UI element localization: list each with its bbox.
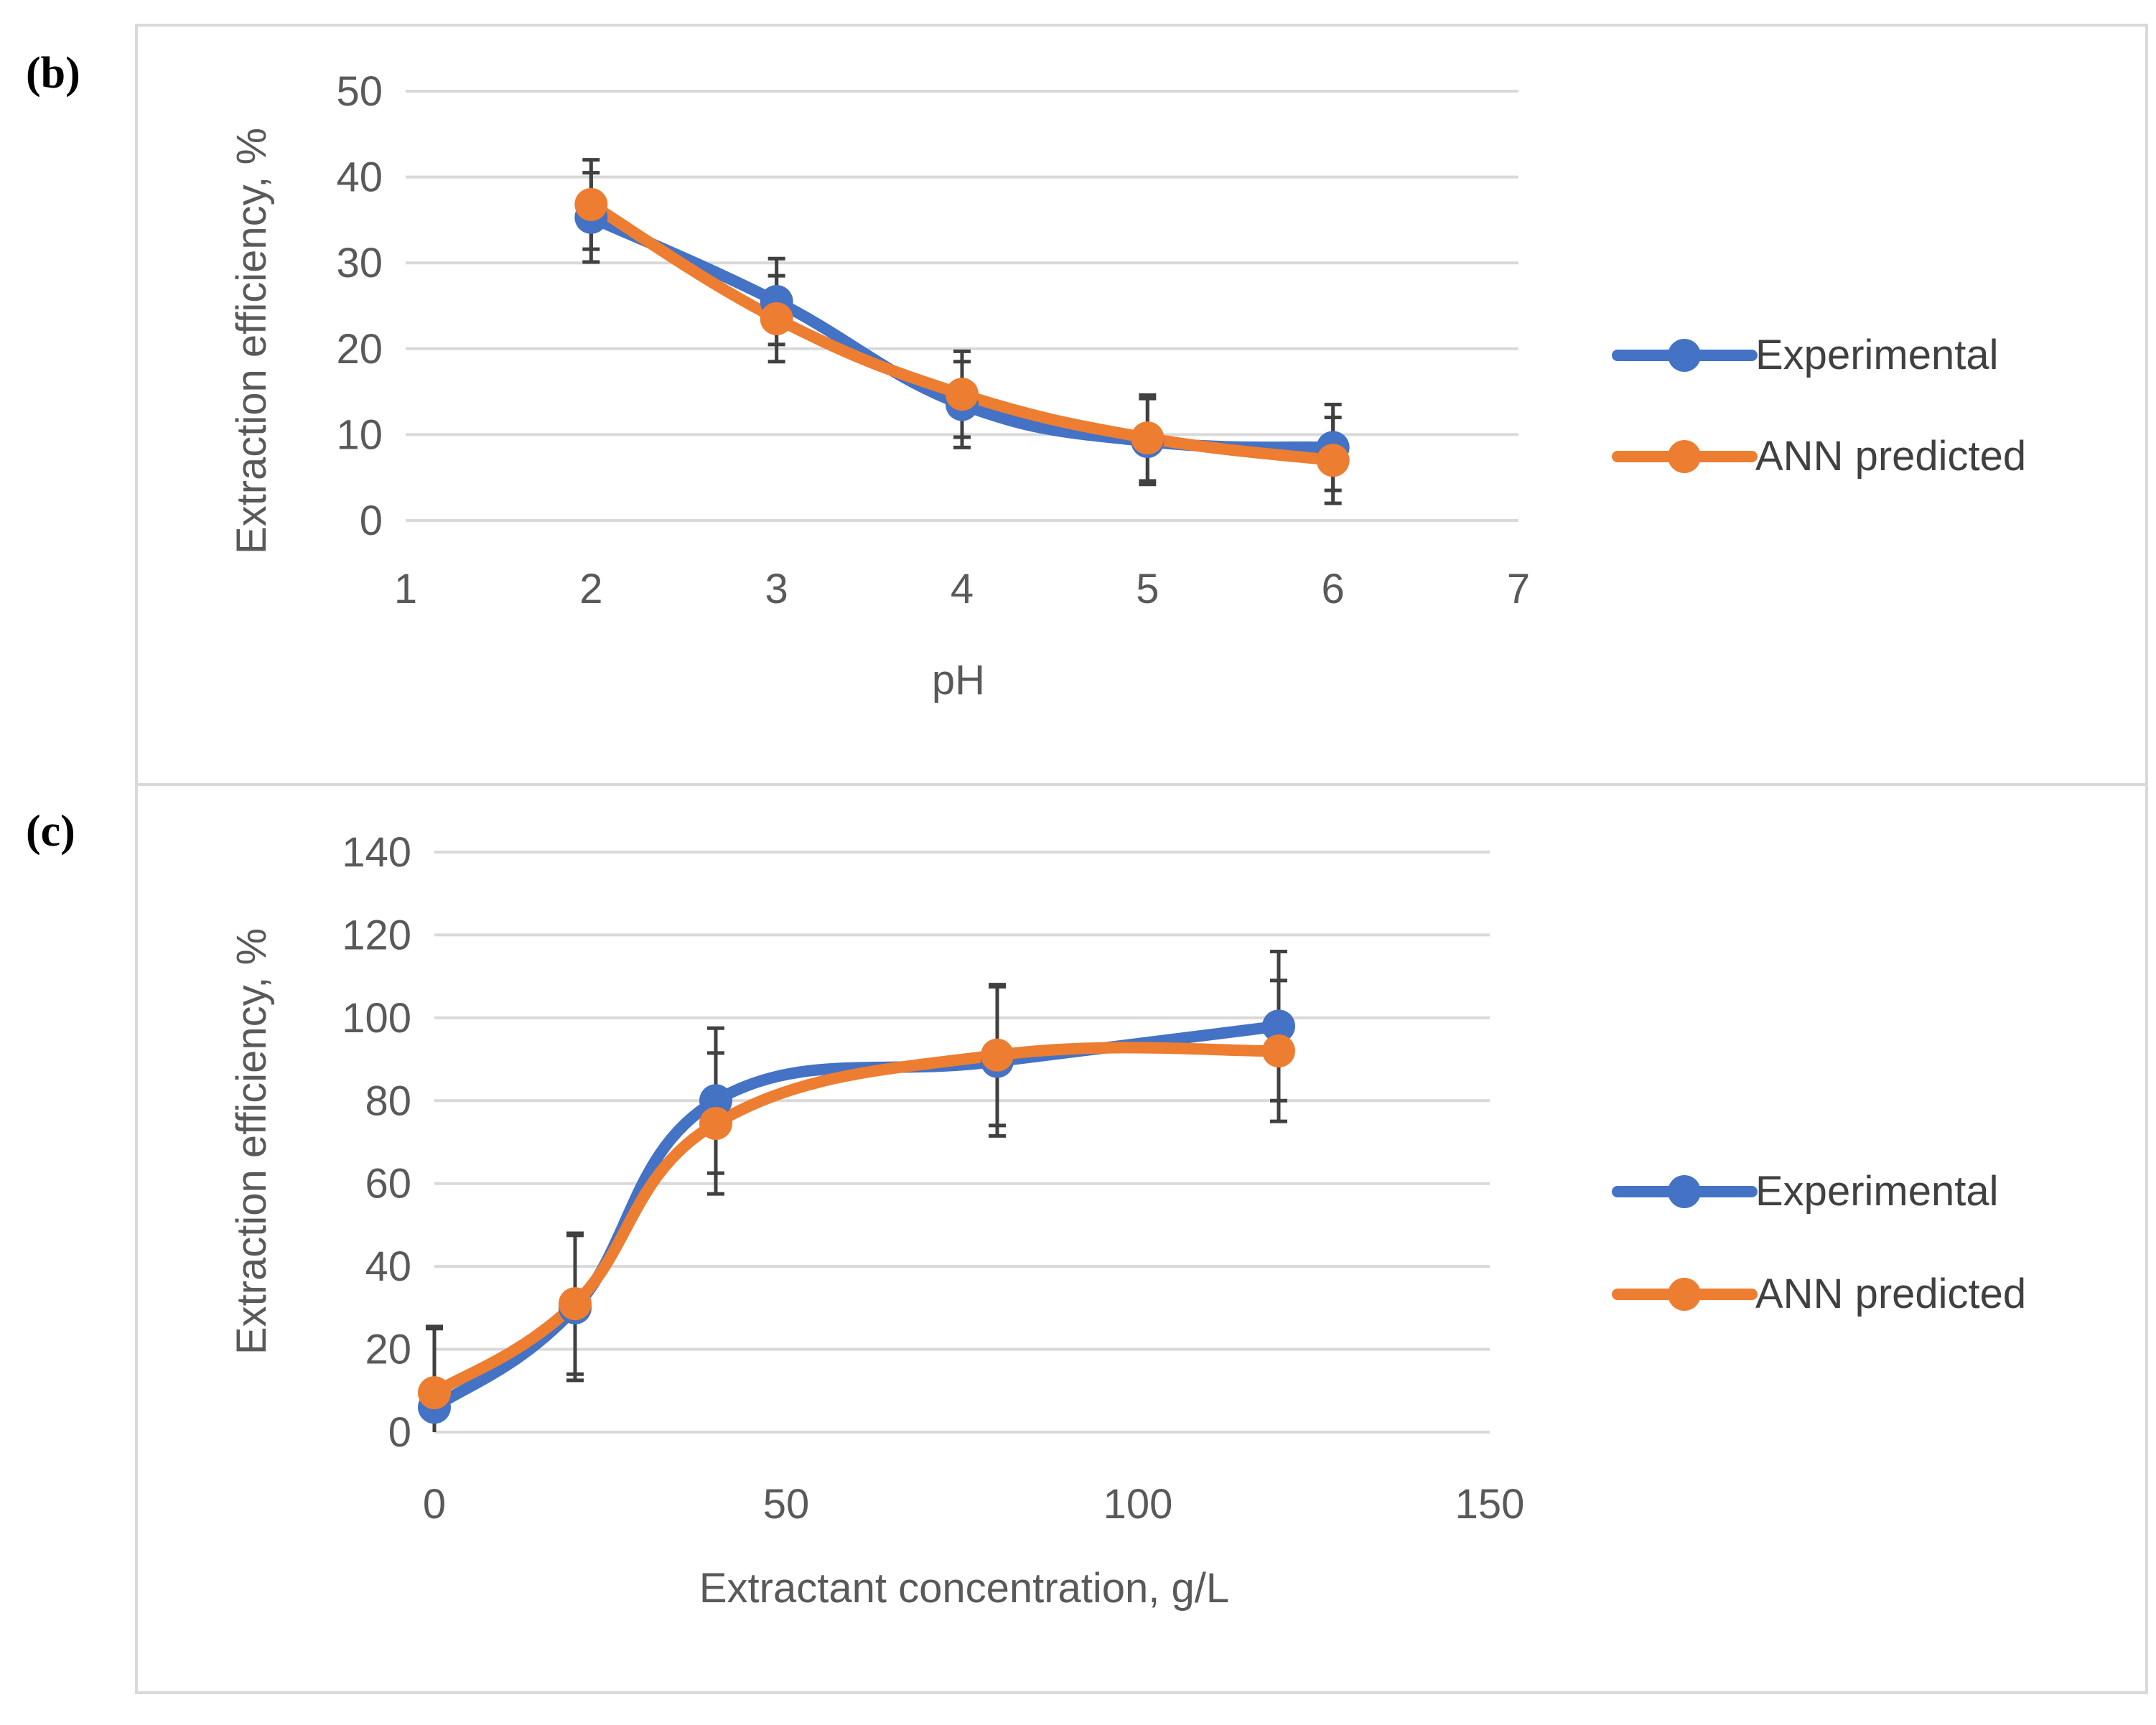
chart-c-x-tick-labels: 0 50 100 150 — [423, 1481, 1525, 1528]
y-tick-label: 100 — [342, 995, 411, 1042]
data-point-ann-predicted — [418, 1376, 451, 1410]
x-tick-label: 4 — [951, 566, 974, 612]
y-tick-label: 40 — [365, 1243, 411, 1290]
legend-marker-experimental — [1668, 339, 1701, 372]
x-tick-label: 6 — [1322, 566, 1345, 612]
chart-c-y-axis-label: Extraction efficiency, % — [228, 928, 275, 1355]
x-tick-label: 50 — [763, 1481, 810, 1528]
chart-b-legend-item-experimental: Experimental — [1612, 332, 1998, 378]
chart-b-frame — [135, 24, 2148, 786]
chart-b-y-tick-labels: 0 10 20 30 40 50 — [336, 68, 383, 544]
chart-b-y-axis-label: Extraction efficiency, % — [228, 128, 275, 554]
data-point-experimental — [1262, 1009, 1295, 1043]
data-point-ann-predicted — [981, 1038, 1014, 1072]
data-point-ann-predicted — [1131, 421, 1165, 455]
chart-c-series-lines — [429, 1020, 1284, 1413]
legend-marker-ann-predicted — [1668, 440, 1701, 473]
data-point-ann-predicted — [574, 187, 608, 221]
chart-c-x-axis-label: Extractant concentration, g/L — [699, 1565, 1229, 1612]
chart-c-legend: Experimental ANN predicted — [1612, 1168, 2026, 1317]
y-tick-label: 30 — [336, 240, 383, 286]
y-tick-label: 40 — [336, 154, 383, 201]
legend-label-ann-predicted: ANN predicted — [1755, 433, 2026, 480]
y-tick-label: 10 — [336, 411, 383, 458]
data-point-ann-predicted — [946, 378, 979, 411]
chart-b-x-axis-label: pH — [932, 657, 985, 703]
chart-c-legend-item-ann-predicted: ANN predicted — [1612, 1271, 2026, 1317]
data-point-ann-predicted — [699, 1107, 732, 1141]
chart-c: (c) 0 20 40 60 80 100 120 140 0 50 100 150 Extract… — [26, 807, 2026, 1612]
x-tick-label: 2 — [579, 566, 602, 612]
data-point-ann-predicted — [760, 301, 793, 335]
legend-marker-experimental — [1668, 1175, 1701, 1208]
y-tick-label: 0 — [360, 497, 383, 544]
x-tick-label: 0 — [423, 1481, 446, 1528]
chart-c-legend-item-experimental: Experimental — [1612, 1168, 1998, 1215]
panel-label-c: (c) — [26, 807, 75, 856]
chart-b-x-tick-labels: 1 2 3 4 5 6 7 — [394, 566, 1530, 612]
chart-c-frame — [135, 783, 2148, 1694]
chart-c-points — [418, 1009, 1295, 1424]
y-tick-label: 80 — [365, 1077, 411, 1124]
chart-b-legend-item-ann-predicted: ANN predicted — [1612, 433, 2026, 480]
y-tick-label: 50 — [336, 68, 383, 115]
chart-b-points — [574, 187, 1350, 477]
legend-label-ann-predicted: ANN predicted — [1755, 1271, 2026, 1317]
x-tick-label: 5 — [1136, 566, 1159, 612]
y-tick-label: 60 — [365, 1161, 411, 1207]
x-tick-label: 3 — [765, 566, 788, 612]
x-tick-label: 100 — [1103, 1481, 1173, 1528]
x-tick-label: 150 — [1455, 1481, 1525, 1528]
data-point-ann-predicted — [1262, 1034, 1295, 1068]
series-line-ann-predicted — [429, 1042, 1284, 1399]
y-tick-label: 20 — [336, 326, 383, 373]
data-point-ann-predicted — [559, 1287, 592, 1321]
chart-b: (b) 0 10 20 30 40 50 1 2 3 4 5 6 7 pH Extraction ef… — [26, 49, 2026, 703]
data-point-experimental — [699, 1084, 732, 1118]
chart-b-legend: Experimental ANN predicted — [1612, 332, 2026, 480]
legend-label-experimental: Experimental — [1755, 1168, 1998, 1215]
y-tick-label: 0 — [388, 1409, 411, 1456]
data-point-ann-predicted — [1316, 444, 1350, 477]
chart-c-y-tick-labels: 0 20 40 60 80 100 120 140 — [342, 829, 411, 1456]
legend-label-experimental: Experimental — [1755, 332, 1998, 378]
x-tick-label: 7 — [1507, 566, 1530, 612]
y-tick-label: 140 — [342, 829, 411, 876]
panel-label-b: (b) — [26, 49, 80, 98]
x-tick-label: 1 — [394, 566, 417, 612]
y-tick-label: 120 — [342, 912, 411, 958]
y-tick-label: 20 — [365, 1327, 411, 1373]
legend-marker-ann-predicted — [1668, 1278, 1701, 1311]
